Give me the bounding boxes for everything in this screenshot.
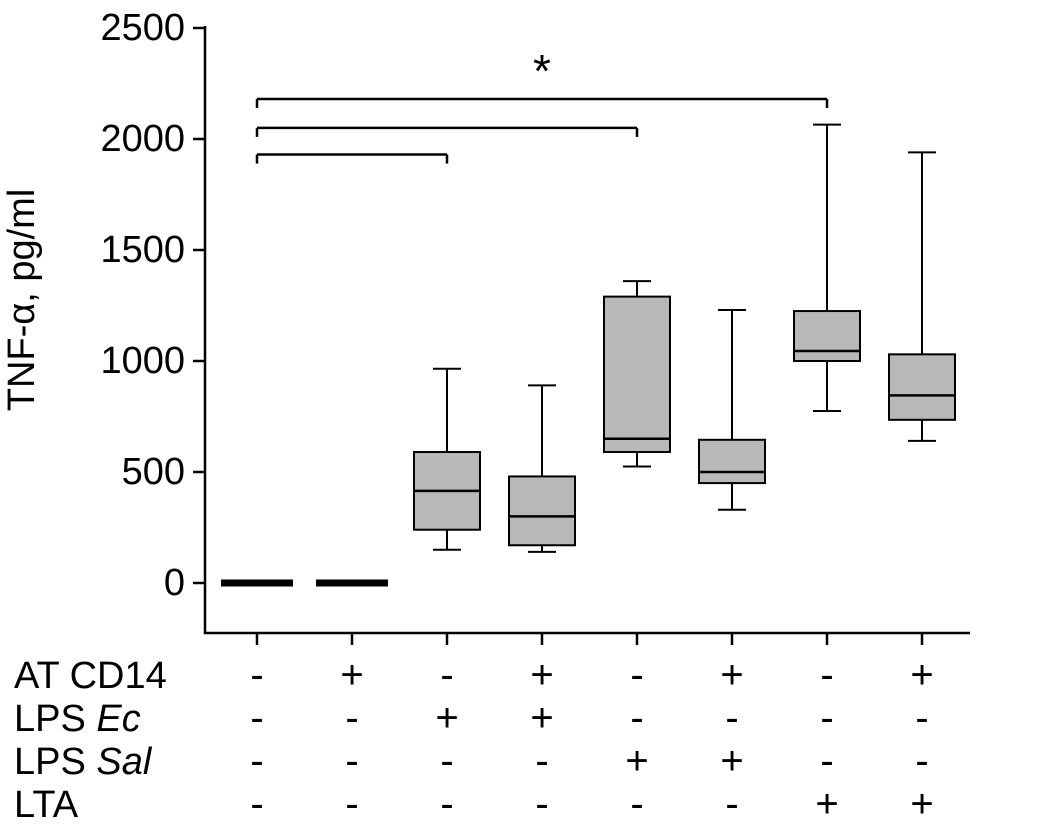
condition-sign: -	[725, 696, 738, 740]
condition-sign: -	[820, 653, 833, 697]
condition-sign: +	[435, 696, 458, 740]
y-tick-label: 1500	[100, 229, 185, 271]
condition-sign: -	[345, 739, 358, 783]
condition-row-label: LPS Sal	[14, 741, 153, 783]
box	[793, 310, 861, 362]
condition-sign: -	[440, 782, 453, 826]
y-tick-label: 0	[164, 562, 185, 604]
condition-sign: -	[440, 739, 453, 783]
box	[508, 475, 576, 547]
condition-sign: -	[820, 739, 833, 783]
condition-sign: +	[720, 739, 743, 783]
condition-sign: -	[630, 782, 643, 826]
box	[603, 295, 671, 454]
y-axis-label: TNF-α, pg/ml	[1, 189, 43, 412]
condition-sign: -	[820, 696, 833, 740]
condition-sign: -	[630, 653, 643, 697]
condition-row-label: LPS Ec	[14, 698, 141, 740]
condition-sign: -	[250, 653, 263, 697]
significance-asterisk: *	[533, 45, 551, 97]
condition-sign: +	[910, 653, 933, 697]
condition-sign: +	[720, 653, 743, 697]
y-tick-label: 2500	[100, 7, 185, 49]
condition-sign: -	[440, 653, 453, 697]
condition-sign: +	[625, 739, 648, 783]
condition-sign: +	[340, 653, 363, 697]
condition-sign: -	[630, 696, 643, 740]
condition-sign: -	[535, 739, 548, 783]
box	[888, 353, 956, 421]
y-tick-label: 2000	[100, 118, 185, 160]
condition-row-label: LTA	[14, 784, 79, 826]
condition-sign: -	[725, 782, 738, 826]
y-tick-label: 500	[122, 451, 185, 493]
condition-sign: +	[910, 782, 933, 826]
condition-sign: -	[250, 739, 263, 783]
condition-sign: +	[530, 653, 553, 697]
condition-sign: -	[535, 782, 548, 826]
condition-sign: -	[250, 782, 263, 826]
y-tick-label: 1000	[100, 340, 185, 382]
condition-sign: -	[915, 696, 928, 740]
box	[698, 438, 766, 485]
condition-row-label: AT CD14	[14, 655, 167, 697]
condition-sign: -	[250, 696, 263, 740]
condition-sign: -	[915, 739, 928, 783]
condition-sign: -	[345, 696, 358, 740]
condition-sign: -	[345, 782, 358, 826]
condition-sign: +	[815, 782, 838, 826]
condition-sign: +	[530, 696, 553, 740]
